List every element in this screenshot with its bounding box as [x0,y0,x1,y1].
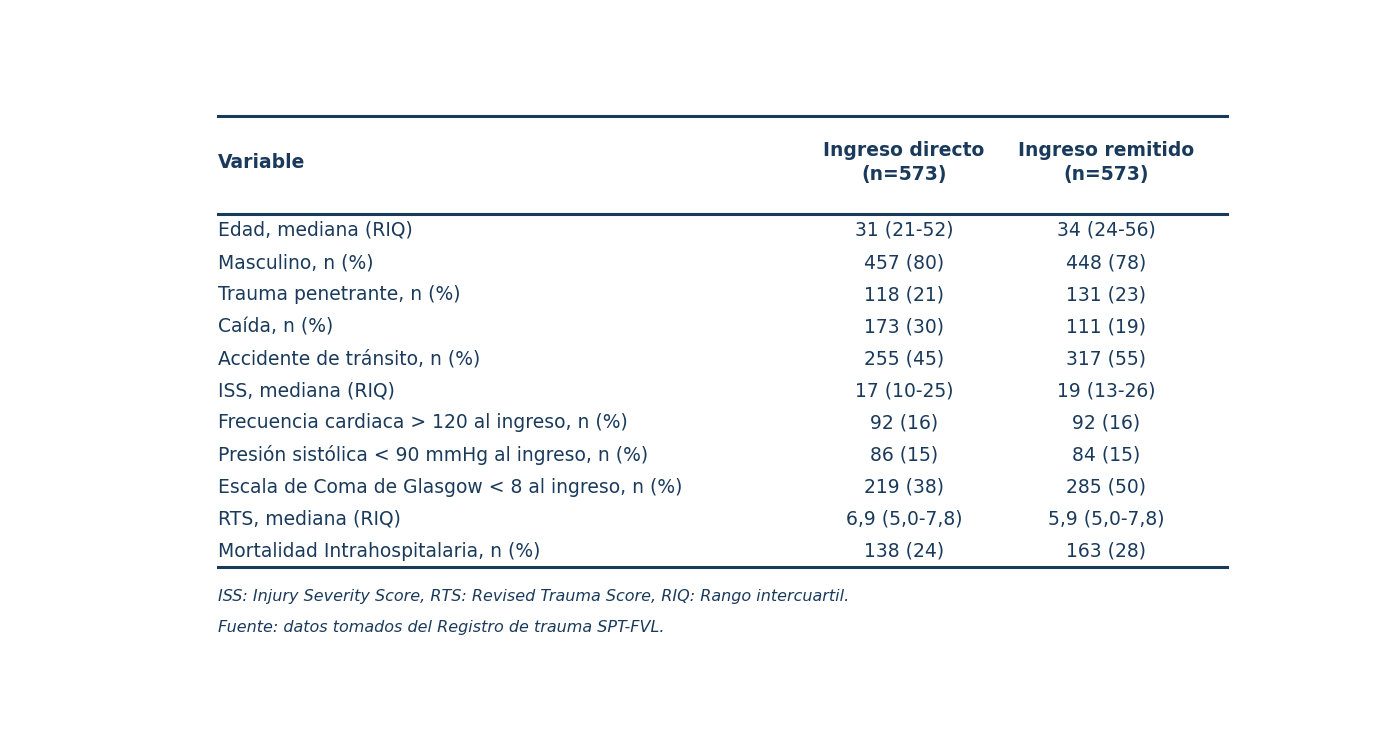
Text: 163 (28): 163 (28) [1065,541,1147,561]
Text: 31 (21-52): 31 (21-52) [855,221,953,240]
Text: Ingreso remitido
(n=573): Ingreso remitido (n=573) [1018,140,1194,184]
Text: 86 (15): 86 (15) [869,445,938,464]
Text: ISS, mediana (RIQ): ISS, mediana (RIQ) [218,382,395,400]
Text: 5,9 (5,0-7,8): 5,9 (5,0-7,8) [1047,510,1165,529]
Text: 34 (24-56): 34 (24-56) [1057,221,1155,240]
Text: Accidente de tránsito, n (%): Accidente de tránsito, n (%) [218,349,480,368]
Text: Caída, n (%): Caída, n (%) [218,317,333,336]
Text: 17 (10-25): 17 (10-25) [855,382,953,400]
Text: 92 (16): 92 (16) [1072,413,1140,433]
Text: 457 (80): 457 (80) [864,253,944,272]
Text: Ingreso directo
(n=573): Ingreso directo (n=573) [823,140,984,184]
Text: Mortalidad Intrahospitalaria, n (%): Mortalidad Intrahospitalaria, n (%) [218,541,540,561]
Text: Presión sistólica < 90 mmHg al ingreso, n (%): Presión sistólica < 90 mmHg al ingreso, … [218,445,648,465]
Text: 285 (50): 285 (50) [1065,478,1147,496]
Text: Escala de Coma de Glasgow < 8 al ingreso, n (%): Escala de Coma de Glasgow < 8 al ingreso… [218,478,683,496]
Text: 317 (55): 317 (55) [1065,349,1147,368]
Text: 19 (13-26): 19 (13-26) [1057,382,1155,400]
Text: 111 (19): 111 (19) [1065,317,1147,336]
Text: 84 (15): 84 (15) [1072,445,1140,464]
Text: 219 (38): 219 (38) [864,478,944,496]
Text: Frecuencia cardiaca > 120 al ingreso, n (%): Frecuencia cardiaca > 120 al ingreso, n … [218,413,629,433]
Text: 118 (21): 118 (21) [864,285,944,304]
Text: Masculino, n (%): Masculino, n (%) [218,253,374,272]
Text: RTS, mediana (RIQ): RTS, mediana (RIQ) [218,510,402,529]
Text: Edad, mediana (RIQ): Edad, mediana (RIQ) [218,221,413,240]
Text: 448 (78): 448 (78) [1065,253,1147,272]
Text: Variable: Variable [218,153,305,172]
Text: Trauma penetrante, n (%): Trauma penetrante, n (%) [218,285,461,304]
Text: Fuente: datos tomados del Registro de trauma SPT-FVL.: Fuente: datos tomados del Registro de tr… [218,620,665,635]
Text: 138 (24): 138 (24) [864,541,944,561]
Text: 255 (45): 255 (45) [864,349,944,368]
Text: 131 (23): 131 (23) [1065,285,1147,304]
Text: 173 (30): 173 (30) [864,317,944,336]
Text: 92 (16): 92 (16) [869,413,938,433]
Text: ISS: Injury Severity Score, RTS: Revised Trauma Score, RIQ: Rango intercuartil.: ISS: Injury Severity Score, RTS: Revised… [218,589,850,604]
Text: 6,9 (5,0-7,8): 6,9 (5,0-7,8) [846,510,962,529]
